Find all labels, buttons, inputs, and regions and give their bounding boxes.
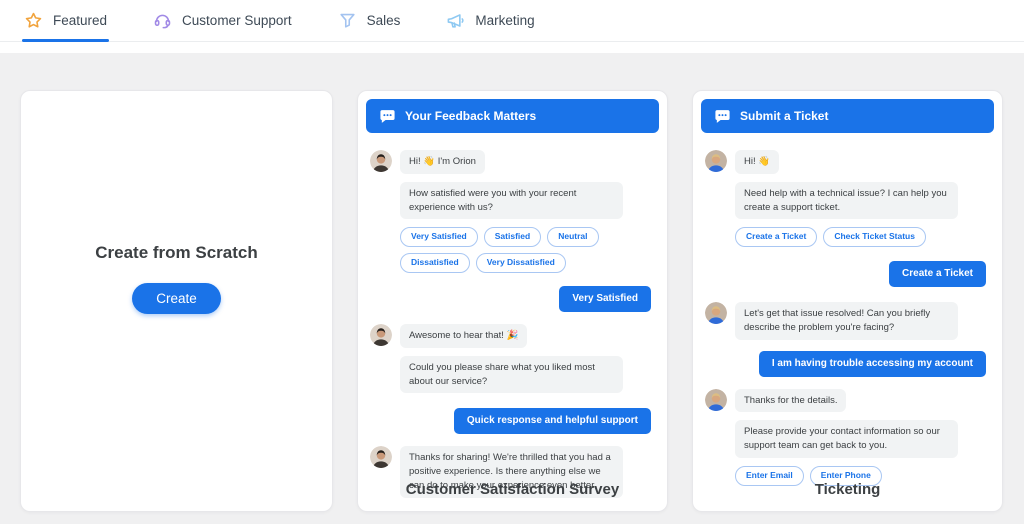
tab-sales[interactable]: Sales xyxy=(338,0,401,41)
user-message-row: Very Satisfied xyxy=(370,286,653,313)
template-category-tabbar: Featured Customer Support Sales xyxy=(0,0,1024,53)
bot-message-row: Please provide your contact information … xyxy=(705,420,988,459)
bot-message: Hi! 👋 I'm Orion xyxy=(400,150,485,174)
user-message: Create a Ticket xyxy=(889,261,986,288)
quick-reply-pill[interactable]: Satisfied xyxy=(483,227,542,248)
bot-avatar xyxy=(370,150,392,172)
bot-message: Let's get that issue resolved! Can you b… xyxy=(735,302,958,340)
bot-message: Please provide your contact information … xyxy=(735,420,958,459)
chat-header: Submit a Ticket xyxy=(701,99,994,133)
bot-message-row: Awesome to hear that! 🎉 xyxy=(370,324,653,348)
bot-message-row: Hi! 👋 xyxy=(705,150,988,174)
chat-bubble-dots-icon xyxy=(714,108,731,125)
tab-label: Customer Support xyxy=(182,13,292,28)
bot-message-row: Could you please share what you liked mo… xyxy=(370,355,653,394)
quick-reply-pill[interactable]: Neutral xyxy=(547,227,599,248)
user-message: I am having trouble accessing my account xyxy=(758,350,986,377)
bot-message: Thanks for the details. xyxy=(735,388,847,413)
create-button[interactable]: Create xyxy=(132,282,221,314)
bot-avatar xyxy=(370,446,392,469)
tab-label: Marketing xyxy=(475,13,535,28)
tab-label: Sales xyxy=(366,13,401,28)
quick-reply-pill[interactable]: Very Dissatisfied xyxy=(475,253,566,274)
bot-message: How satisfied were you with your recent … xyxy=(400,181,623,220)
bot-message-row: Need help with a technical issue? I can … xyxy=(705,181,988,220)
megaphone-icon xyxy=(446,11,465,30)
template-card-customer-satisfaction-survey[interactable]: Your Feedback Matters Hi! 👋 I'm Orion Ho… xyxy=(357,90,668,512)
bot-avatar xyxy=(370,324,392,347)
quick-reply-pill[interactable]: Very Satisfied xyxy=(400,227,478,248)
bot-message: Thanks for sharing! We're thrilled that … xyxy=(400,446,623,498)
bot-message-row: Thanks for sharing! We're thrilled that … xyxy=(370,446,653,498)
quick-reply-pill[interactable]: Enter Phone xyxy=(809,466,882,486)
quick-reply-options: Very Satisfied Satisfied Neutral Dissati… xyxy=(370,227,650,274)
chat-bubble-dots-icon xyxy=(379,108,396,125)
bot-avatar xyxy=(705,302,727,325)
chat-header-title: Your Feedback Matters xyxy=(405,109,537,123)
quick-reply-pill[interactable]: Enter Email xyxy=(735,466,804,486)
user-message: Quick response and helpful support xyxy=(453,408,651,435)
tab-label: Featured xyxy=(53,13,108,28)
tab-featured[interactable]: Featured xyxy=(21,0,110,42)
funnel-icon xyxy=(338,11,357,30)
chat-preview: Hi! 👋 I'm Orion How satisfied were you w… xyxy=(366,133,659,498)
bot-message: Hi! 👋 xyxy=(735,150,780,174)
user-message-row: Create a Ticket xyxy=(705,261,988,288)
quick-reply-pill[interactable]: Check Ticket Status xyxy=(823,227,926,248)
create-from-scratch-card: Create from Scratch Create xyxy=(20,90,333,512)
chat-header: Your Feedback Matters xyxy=(366,99,659,133)
chat-header-title: Submit a Ticket xyxy=(740,109,829,123)
bot-avatar xyxy=(705,388,727,411)
bot-message: Awesome to hear that! 🎉 xyxy=(400,324,528,348)
user-message: Very Satisfied xyxy=(559,286,651,313)
create-card-title: Create from Scratch xyxy=(95,242,258,262)
tab-marketing[interactable]: Marketing xyxy=(446,0,535,41)
template-card-ticketing[interactable]: Submit a Ticket Hi! 👋 Need help with a t… xyxy=(692,90,1003,512)
headset-icon xyxy=(153,11,172,30)
quick-reply-options: Enter Email Enter Phone xyxy=(705,466,985,486)
star-icon xyxy=(24,11,43,30)
quick-reply-options: Create a Ticket Check Ticket Status xyxy=(705,227,985,248)
bot-message-row: Hi! 👋 I'm Orion xyxy=(370,150,653,174)
bot-avatar xyxy=(705,150,727,172)
bot-message-row: How satisfied were you with your recent … xyxy=(370,181,653,220)
quick-reply-pill[interactable]: Dissatisfied xyxy=(400,253,470,274)
bot-message: Need help with a technical issue? I can … xyxy=(735,181,958,220)
template-gallery: Create from Scratch Create Your Feedback… xyxy=(0,53,1024,512)
tab-row: Featured Customer Support Sales xyxy=(0,0,1024,42)
bot-message-row: Let's get that issue resolved! Can you b… xyxy=(705,302,988,340)
chat-preview: Hi! 👋 Need help with a technical issue? … xyxy=(701,133,994,486)
tab-customer-support[interactable]: Customer Support xyxy=(153,0,292,41)
template-title: Customer Satisfaction Survey xyxy=(405,481,620,498)
template-title: Ticketing xyxy=(814,481,881,498)
quick-reply-pill[interactable]: Create a Ticket xyxy=(735,227,818,248)
bot-message-row: Thanks for the details. xyxy=(705,388,988,413)
user-message-row: I am having trouble accessing my account xyxy=(705,350,988,377)
user-message-row: Quick response and helpful support xyxy=(370,408,653,435)
bot-message: Could you please share what you liked mo… xyxy=(400,355,623,394)
